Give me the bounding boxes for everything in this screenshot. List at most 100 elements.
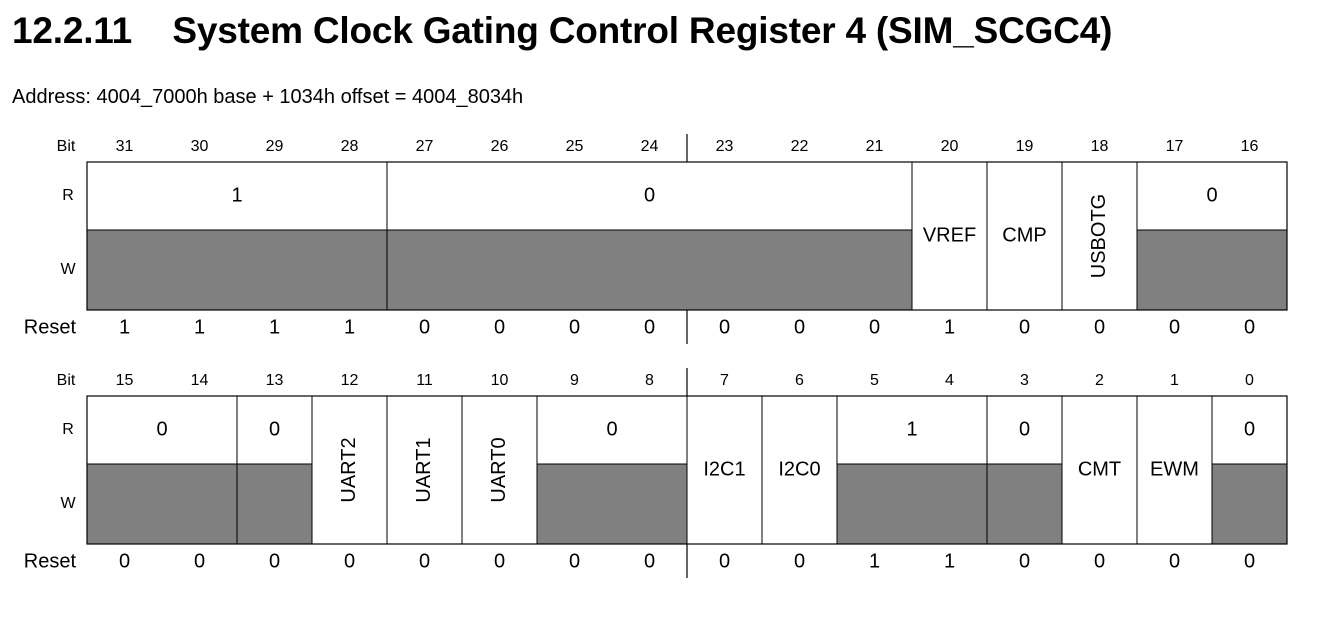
reset-row-label: Reset [24, 316, 77, 338]
field-cell [987, 162, 1062, 310]
bit-number: 16 [1241, 138, 1259, 155]
reset-value: 0 [1169, 550, 1180, 572]
field-cell [462, 396, 537, 544]
reset-value: 0 [1019, 550, 1030, 572]
reserved-read-cell [537, 396, 687, 464]
reserved-read-value: 0 [156, 418, 167, 440]
bit-row-label: Bit [57, 372, 76, 389]
bit-number: 6 [795, 372, 804, 389]
reserved-write-cell [1137, 230, 1287, 310]
field-name-uart1: UART1 [413, 437, 435, 502]
field-cell [1062, 162, 1137, 310]
bit-number: 14 [191, 372, 209, 389]
reserved-read-value: 0 [269, 418, 280, 440]
reserved-read-cell [87, 396, 237, 464]
bit-number: 10 [491, 372, 509, 389]
reset-value: 1 [194, 316, 205, 338]
bit-number: 19 [1016, 138, 1034, 155]
field-cell [312, 396, 387, 544]
field-name-cmt: CMT [1078, 458, 1121, 480]
reserved-read-value: 0 [644, 184, 655, 206]
field-cell [1137, 396, 1212, 544]
section-title: System Clock Gating Control Register 4 (… [172, 10, 1113, 51]
reset-value: 0 [794, 550, 805, 572]
bit-number: 28 [341, 138, 359, 155]
field-name-ewm: EWM [1150, 458, 1199, 480]
reset-value: 0 [719, 316, 730, 338]
bit-number: 29 [266, 138, 284, 155]
bit-number: 5 [870, 372, 879, 389]
field-name-usbotg: USBOTG [1088, 194, 1110, 278]
register-outline [86, 395, 1288, 545]
bit-number: 3 [1020, 372, 1029, 389]
reserved-write-cell [87, 464, 237, 544]
reserved-read-value: 0 [1019, 418, 1030, 440]
reset-value: 0 [1244, 550, 1255, 572]
reset-value: 0 [719, 550, 730, 572]
reset-value: 0 [644, 316, 655, 338]
reset-value: 0 [569, 550, 580, 572]
reserved-write-cell [387, 230, 912, 310]
reset-value: 0 [794, 316, 805, 338]
reserved-read-cell [987, 396, 1062, 464]
reserved-write-cell [87, 230, 387, 310]
reserved-read-value: 1 [906, 418, 917, 440]
field-name-i2c1: I2C1 [703, 458, 745, 480]
read-row-label: R [62, 187, 74, 204]
reset-value: 0 [1019, 316, 1030, 338]
reset-value: 0 [269, 550, 280, 572]
bit-row-label: Bit [57, 138, 76, 155]
bit-number: 8 [645, 372, 654, 389]
bit-number: 12 [341, 372, 359, 389]
bit-number: 22 [791, 138, 809, 155]
reset-value: 0 [344, 550, 355, 572]
bit-number: 0 [1245, 372, 1254, 389]
reset-value: 1 [944, 316, 955, 338]
reset-value: 1 [119, 316, 130, 338]
reserved-read-cell [87, 162, 387, 230]
field-name-uart2: UART2 [338, 437, 360, 502]
reserved-read-cell [387, 162, 912, 230]
reserved-write-cell [237, 464, 312, 544]
reset-value: 1 [944, 550, 955, 572]
reserved-read-cell [837, 396, 987, 464]
section-number: 12.2.11 [12, 10, 133, 51]
reset-value: 0 [419, 550, 430, 572]
read-row-label: R [62, 421, 74, 438]
reset-value: 0 [1094, 550, 1105, 572]
bit-number: 2 [1095, 372, 1104, 389]
field-cell [387, 396, 462, 544]
reset-value: 0 [644, 550, 655, 572]
reserved-read-cell [1137, 162, 1287, 230]
reset-value: 0 [869, 316, 880, 338]
reset-value: 0 [1094, 316, 1105, 338]
reserved-read-value: 0 [1244, 418, 1255, 440]
reserved-write-cell [987, 464, 1062, 544]
reserved-write-cell [1212, 464, 1287, 544]
bit-number: 31 [116, 138, 134, 155]
reset-value: 1 [869, 550, 880, 572]
bit-number: 20 [941, 138, 959, 155]
bit-number: 7 [720, 372, 729, 389]
bit-number: 9 [570, 372, 579, 389]
reset-value: 0 [494, 550, 505, 572]
bit-number: 17 [1166, 138, 1184, 155]
bit-number: 18 [1091, 138, 1109, 155]
bit-number: 13 [266, 372, 284, 389]
reset-row-label: Reset [24, 550, 77, 572]
write-row-label: W [60, 495, 76, 512]
reserved-read-cell [1212, 396, 1287, 464]
field-name-cmp: CMP [1002, 224, 1046, 246]
register-outline [86, 161, 1288, 311]
bit-number: 27 [416, 138, 434, 155]
field-cell [1062, 396, 1137, 544]
bit-number: 11 [416, 372, 433, 389]
bit-number: 21 [866, 138, 884, 155]
bit-number: 15 [116, 372, 134, 389]
reset-value: 0 [194, 550, 205, 572]
field-name-vref: VREF [923, 224, 976, 246]
reset-value: 1 [269, 316, 280, 338]
bit-number: 30 [191, 138, 209, 155]
reset-value: 0 [1244, 316, 1255, 338]
reserved-read-value: 1 [231, 184, 242, 206]
